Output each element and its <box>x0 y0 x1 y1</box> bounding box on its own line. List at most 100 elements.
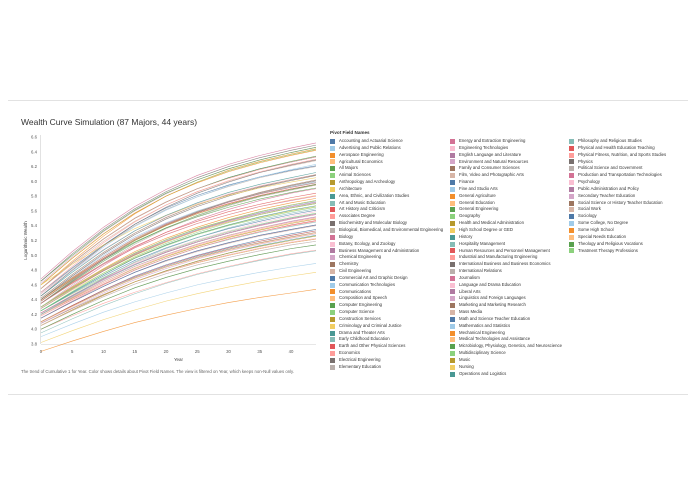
series-line[interactable] <box>40 200 317 308</box>
series-line[interactable] <box>40 208 317 315</box>
series-line[interactable] <box>40 220 317 319</box>
legend-item[interactable]: Math and Science Teacher Education <box>450 316 562 323</box>
legend-item[interactable]: Aerospace Engineering <box>330 152 443 159</box>
legend-item[interactable]: Music <box>450 357 562 364</box>
series-line[interactable] <box>40 156 317 289</box>
series-line[interactable] <box>40 233 317 324</box>
legend-item[interactable]: Sociology <box>569 213 666 220</box>
legend-item[interactable]: Film, Video and Photographic Arts <box>450 172 562 179</box>
series-line[interactable] <box>40 249 317 330</box>
series-line[interactable] <box>40 212 317 311</box>
series-line[interactable] <box>40 205 317 311</box>
legend-item[interactable]: Public Administration and Policy <box>569 186 666 193</box>
series-line[interactable] <box>40 213 317 315</box>
legend-item[interactable]: Liberal Arts <box>450 289 562 296</box>
series-line[interactable] <box>40 271 317 343</box>
legend-item[interactable]: Production and Transportation Technologi… <box>569 172 666 179</box>
legend-item[interactable]: Communications <box>330 289 443 296</box>
legend-item[interactable]: Physical and Health Education Teaching <box>569 145 666 152</box>
legend-item[interactable]: Business Management and Administration <box>330 248 443 255</box>
legend-item[interactable]: Environment and Natural Resources <box>450 159 562 166</box>
legend-item[interactable]: Fine and Studio Arts <box>450 186 562 193</box>
legend-item[interactable]: Biology <box>330 234 443 241</box>
legend-item[interactable]: Construction Services <box>330 316 443 323</box>
series-line[interactable] <box>40 184 317 304</box>
series-line[interactable] <box>40 217 317 317</box>
legend-item[interactable]: Anthropology and Archeology <box>330 179 443 186</box>
legend-item[interactable]: Family and Consumer Sciences <box>450 165 562 172</box>
series-line[interactable] <box>40 250 317 334</box>
series-line[interactable] <box>40 211 317 314</box>
legend-item[interactable]: Some High School <box>569 227 666 234</box>
legend-item[interactable]: Biological, Biomedical, and Environmenta… <box>330 227 443 234</box>
legend-item[interactable]: Drama and Theater Arts <box>330 330 443 337</box>
legend-item[interactable]: Hospitality Management <box>450 241 562 248</box>
legend-item[interactable]: Engineering Technologies <box>450 145 562 152</box>
series-line[interactable] <box>40 188 317 308</box>
legend-item[interactable]: Area, Ethnic, and Civilization Studies <box>330 193 443 200</box>
legend-item[interactable]: Human Resources and Personnel Management <box>450 248 562 255</box>
legend-item[interactable]: Art History and Criticism <box>330 206 443 213</box>
legend-item[interactable]: Agricultural Economics <box>330 159 443 166</box>
series-line[interactable] <box>40 232 317 323</box>
series-line[interactable] <box>40 230 317 323</box>
legend-item[interactable]: Mathematics and Statistics <box>450 323 562 330</box>
legend-item[interactable]: Economics <box>330 350 443 357</box>
series-line[interactable] <box>40 174 317 299</box>
legend-item[interactable]: Chemistry <box>330 261 443 268</box>
legend-item[interactable]: Chemical Engineering <box>330 254 443 261</box>
series-line[interactable] <box>40 180 317 304</box>
legend-item[interactable]: Microbiology, Physiology, Genetics, and … <box>450 343 562 350</box>
series-line[interactable] <box>40 244 317 330</box>
legend-item[interactable]: General Agriculture <box>450 193 562 200</box>
series-line[interactable] <box>40 147 317 282</box>
legend-item[interactable]: Health and Medical Administration <box>450 220 562 227</box>
legend-item[interactable]: Animal Sciences <box>330 172 443 179</box>
series-line[interactable] <box>40 288 317 352</box>
legend-item[interactable]: International Relations <box>450 268 562 275</box>
series-line[interactable] <box>40 224 317 319</box>
series-line[interactable] <box>40 175 317 300</box>
legend-item[interactable]: Physical Fitness, Nutrition, and Sports … <box>569 152 666 159</box>
legend-item[interactable]: Secondary Teacher Education <box>569 193 666 200</box>
legend-item[interactable]: General Engineering <box>450 206 562 213</box>
legend-item[interactable]: Operations and Logistics <box>450 371 562 378</box>
legend-item[interactable]: Advertising and Public Relations <box>330 145 443 152</box>
series-line[interactable] <box>40 159 317 297</box>
series-line[interactable] <box>40 235 317 326</box>
series-line[interactable] <box>40 263 317 337</box>
series-line[interactable] <box>40 164 317 297</box>
legend-item[interactable]: History <box>450 234 562 241</box>
series-line[interactable] <box>40 184 317 302</box>
series-line[interactable] <box>40 201 317 309</box>
legend-item[interactable]: Earth and Other Physical Sciences <box>330 343 443 350</box>
legend-item[interactable]: Accounting and Actuarial Science <box>330 138 443 145</box>
legend-item[interactable]: High School Degree or GED <box>450 227 562 234</box>
legend-item[interactable]: Special Needs Education <box>569 234 666 241</box>
series-line[interactable] <box>40 172 317 297</box>
series-line[interactable] <box>40 174 317 294</box>
legend-item[interactable]: Language and Drama Education <box>450 282 562 289</box>
legend-item[interactable]: Some College, No Degree <box>569 220 666 227</box>
series-line[interactable] <box>40 181 317 300</box>
series-line[interactable] <box>40 150 317 286</box>
legend-item[interactable]: Psychology <box>569 179 666 186</box>
series-line[interactable] <box>40 192 317 304</box>
legend-item[interactable]: Multidisciplinary Science <box>450 350 562 357</box>
series-line[interactable] <box>40 240 317 326</box>
legend-item[interactable]: Marketing and Marketing Research <box>450 302 562 309</box>
legend-item[interactable]: Mechanical Engineering <box>450 330 562 337</box>
legend-item[interactable]: Journalism <box>450 275 562 282</box>
legend-item[interactable]: Political Science and Government <box>569 165 666 172</box>
legend-item[interactable]: Medical Technologies and Assistance <box>450 336 562 343</box>
legend-item[interactable]: Computer Engineering <box>330 302 443 309</box>
legend-item[interactable]: Composition and Speech <box>330 295 443 302</box>
series-line[interactable] <box>40 142 317 280</box>
legend-item[interactable]: Computer Science <box>330 309 443 316</box>
series-line[interactable] <box>40 181 317 304</box>
series-line[interactable] <box>40 216 317 315</box>
legend-item[interactable]: Linguistics and Foreign Languages <box>450 295 562 302</box>
legend-item[interactable]: Elementary Education <box>330 364 443 371</box>
legend-item[interactable]: Architecture <box>330 186 443 193</box>
